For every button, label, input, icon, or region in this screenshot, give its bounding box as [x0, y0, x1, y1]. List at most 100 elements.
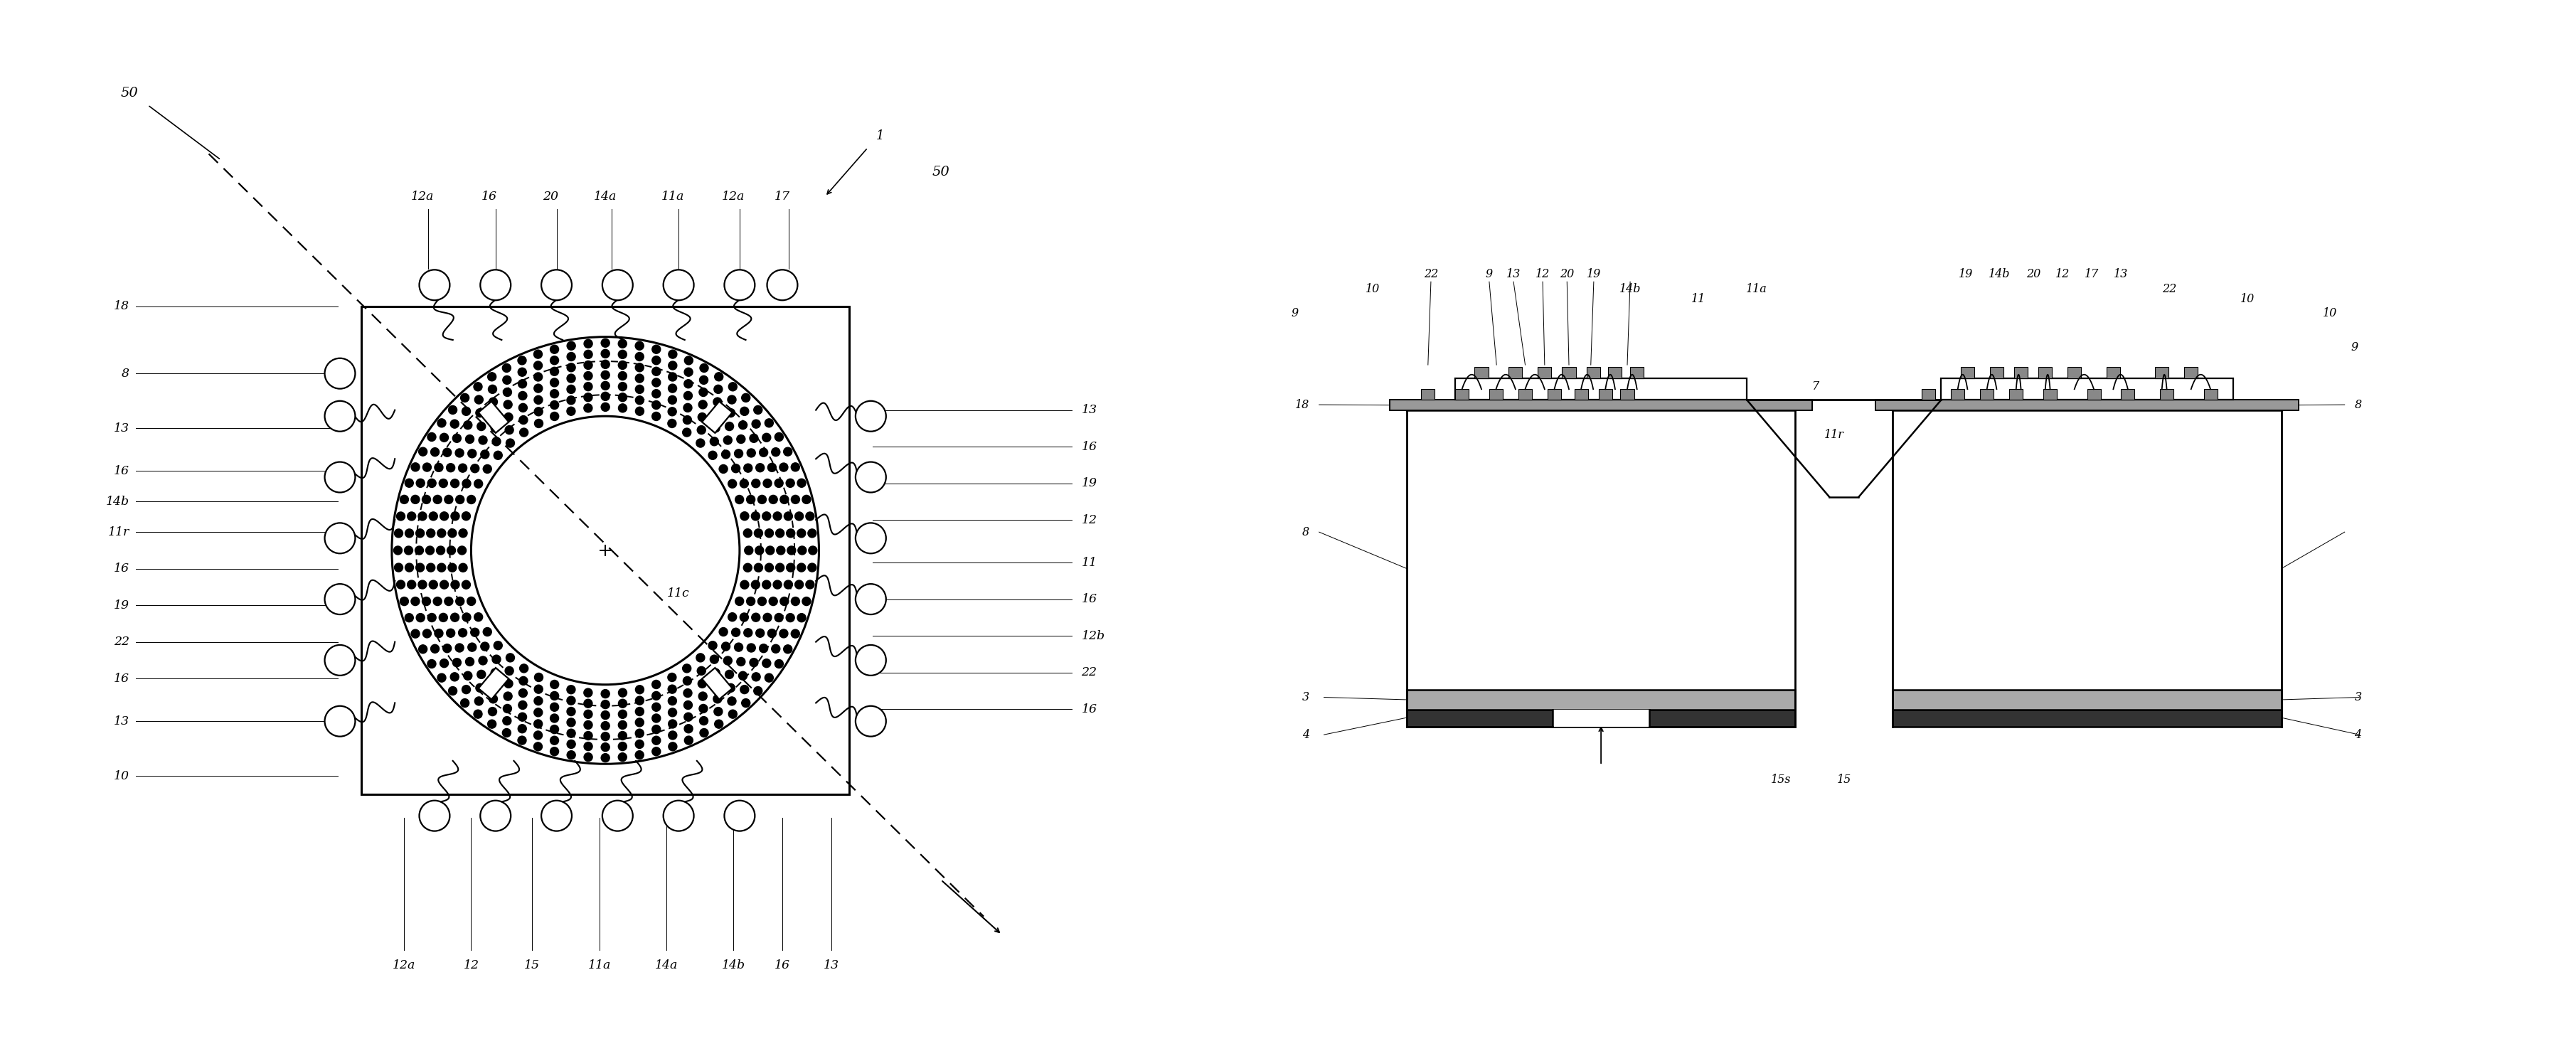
- Circle shape: [667, 384, 677, 393]
- Circle shape: [474, 710, 482, 718]
- Circle shape: [461, 699, 469, 708]
- Text: 13: 13: [2115, 268, 2128, 280]
- Circle shape: [775, 479, 783, 487]
- Circle shape: [698, 425, 706, 434]
- Circle shape: [459, 464, 466, 472]
- Text: 12a: 12a: [721, 191, 744, 203]
- Circle shape: [482, 642, 489, 650]
- Circle shape: [636, 751, 644, 760]
- Circle shape: [600, 753, 611, 762]
- Circle shape: [855, 523, 886, 554]
- Circle shape: [492, 655, 500, 663]
- Circle shape: [685, 368, 693, 377]
- Polygon shape: [2043, 389, 2056, 400]
- Circle shape: [618, 699, 626, 708]
- Circle shape: [438, 613, 448, 622]
- Circle shape: [451, 613, 459, 622]
- Circle shape: [714, 682, 721, 691]
- Circle shape: [533, 407, 544, 416]
- Circle shape: [855, 462, 886, 492]
- Polygon shape: [2202, 389, 2218, 400]
- Circle shape: [685, 356, 693, 365]
- Circle shape: [786, 613, 793, 622]
- Circle shape: [551, 736, 559, 745]
- Circle shape: [768, 464, 775, 472]
- Circle shape: [711, 668, 719, 677]
- Circle shape: [489, 385, 497, 394]
- Circle shape: [600, 403, 611, 412]
- Circle shape: [422, 597, 430, 606]
- Circle shape: [448, 686, 456, 695]
- Circle shape: [551, 714, 559, 723]
- Circle shape: [461, 511, 471, 520]
- Circle shape: [518, 689, 528, 697]
- Circle shape: [652, 345, 659, 353]
- Text: 4: 4: [2354, 729, 2362, 741]
- Circle shape: [698, 400, 706, 408]
- Polygon shape: [1538, 367, 1551, 378]
- Circle shape: [765, 528, 773, 538]
- Circle shape: [618, 742, 626, 751]
- Circle shape: [711, 423, 719, 432]
- Circle shape: [585, 361, 592, 369]
- Circle shape: [667, 685, 677, 694]
- Circle shape: [325, 462, 355, 492]
- Circle shape: [453, 434, 461, 442]
- Circle shape: [747, 644, 755, 653]
- Circle shape: [708, 451, 716, 459]
- Text: 11a: 11a: [662, 191, 685, 203]
- Circle shape: [724, 436, 732, 445]
- Circle shape: [492, 437, 500, 446]
- Circle shape: [783, 511, 793, 521]
- Circle shape: [404, 529, 415, 538]
- Circle shape: [796, 512, 804, 521]
- Circle shape: [392, 336, 819, 764]
- Circle shape: [768, 269, 799, 300]
- Circle shape: [726, 683, 734, 692]
- Circle shape: [714, 372, 724, 381]
- Circle shape: [446, 597, 453, 606]
- Circle shape: [502, 716, 510, 725]
- Circle shape: [518, 725, 526, 733]
- Text: 11r: 11r: [1824, 429, 1844, 441]
- Circle shape: [533, 731, 544, 740]
- Polygon shape: [1455, 378, 1747, 400]
- Circle shape: [433, 597, 440, 606]
- Circle shape: [518, 368, 526, 377]
- Polygon shape: [2038, 367, 2053, 378]
- Text: 16: 16: [482, 191, 497, 203]
- Circle shape: [428, 563, 435, 572]
- Circle shape: [430, 511, 438, 521]
- Circle shape: [600, 349, 611, 358]
- Circle shape: [474, 480, 482, 488]
- Circle shape: [667, 350, 677, 359]
- Text: 12: 12: [1082, 514, 1097, 526]
- Circle shape: [394, 546, 402, 555]
- Polygon shape: [703, 401, 732, 433]
- Circle shape: [474, 613, 482, 622]
- Text: 11a: 11a: [1747, 283, 1767, 295]
- Circle shape: [567, 396, 574, 404]
- Text: 19: 19: [1082, 477, 1097, 489]
- Circle shape: [567, 385, 574, 394]
- Circle shape: [502, 729, 510, 737]
- Text: 18: 18: [113, 300, 129, 312]
- Circle shape: [755, 528, 762, 538]
- Circle shape: [799, 479, 806, 487]
- Circle shape: [533, 419, 544, 428]
- Circle shape: [600, 700, 611, 709]
- Circle shape: [551, 389, 559, 398]
- Circle shape: [551, 401, 559, 410]
- Circle shape: [714, 398, 721, 406]
- Circle shape: [775, 660, 783, 668]
- Text: 20: 20: [2027, 268, 2040, 280]
- Circle shape: [806, 512, 814, 521]
- Circle shape: [762, 613, 773, 622]
- Circle shape: [479, 436, 487, 445]
- Circle shape: [585, 371, 592, 380]
- Circle shape: [428, 529, 435, 538]
- Circle shape: [742, 394, 750, 402]
- Circle shape: [428, 660, 435, 668]
- Circle shape: [724, 269, 755, 300]
- Polygon shape: [1406, 710, 1795, 727]
